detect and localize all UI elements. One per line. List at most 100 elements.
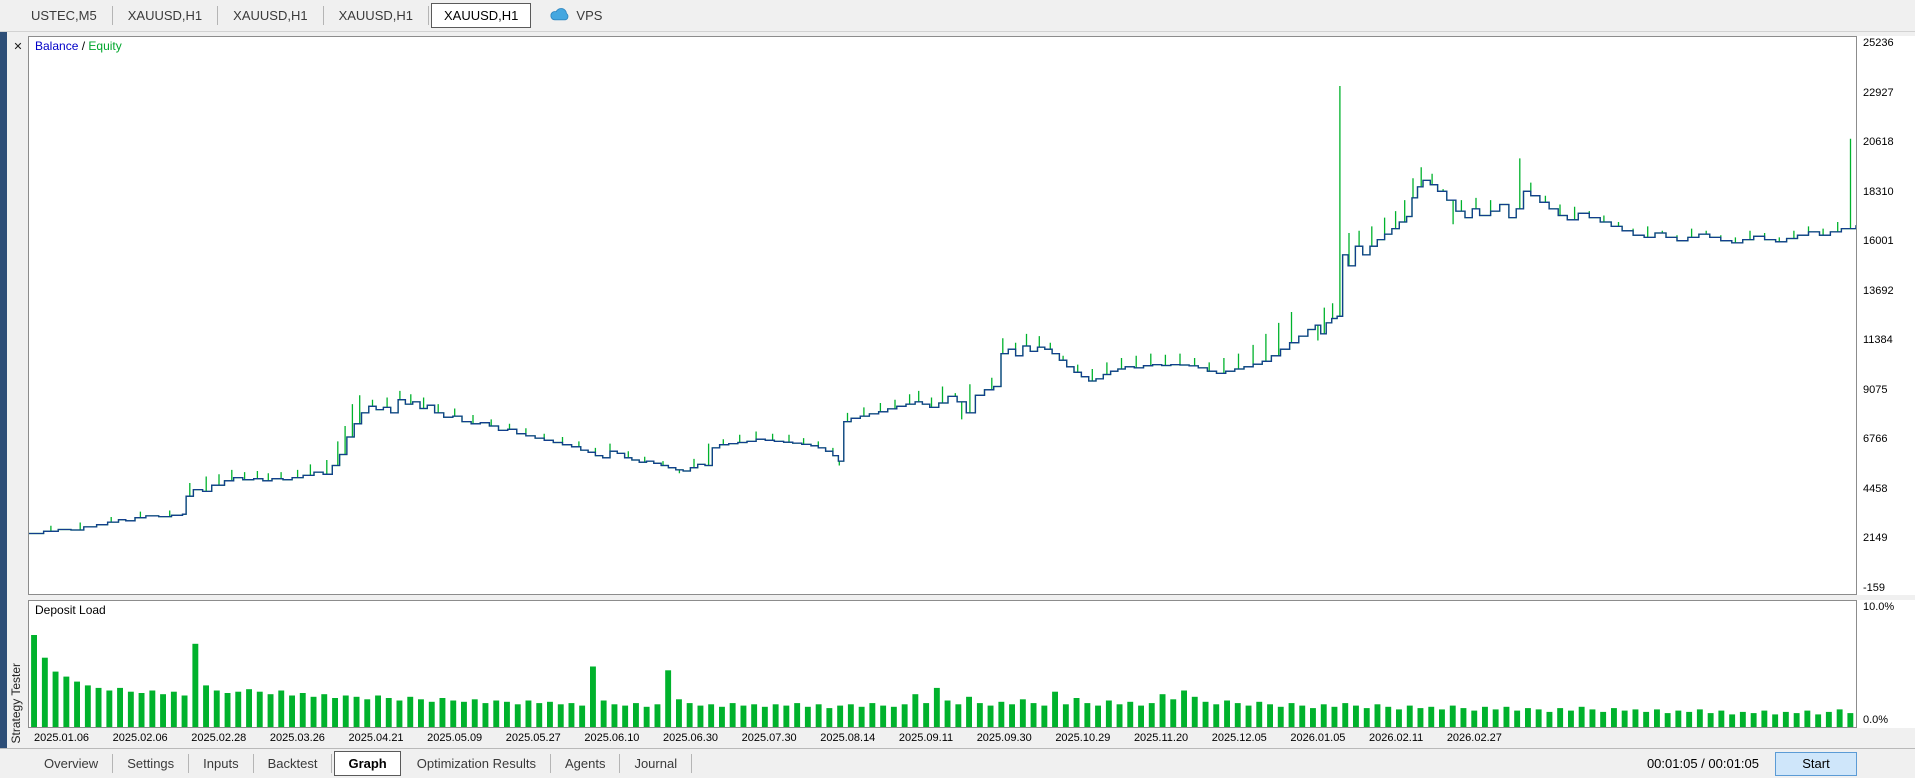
deposit-load-bar (600, 700, 607, 727)
deposit-load-bar (160, 694, 166, 727)
deposit-load-bar (1062, 704, 1069, 727)
deposit-load-bar (1073, 698, 1080, 727)
x-axis-label: 2025.06.10 (584, 732, 640, 744)
x-axis-label: 2025.07.30 (741, 732, 797, 744)
deposit-load-bar (847, 704, 854, 727)
y-axis-column: 25236 22927 20618 18310 16001 13692 11384 9075 6… (1857, 32, 1915, 748)
strategy-tester-panel: ✕ Strategy Tester Balance / Equity Depos… (0, 32, 1915, 748)
deposit-load-bar (547, 701, 553, 727)
deposit-load-bar (751, 704, 758, 727)
deposit-load-bar (1363, 708, 1370, 727)
deposit-load-bar (1686, 711, 1693, 727)
tester-tab-bar: Overview Settings Inputs Backtest Graph Optim… (0, 748, 1915, 778)
deposit-load-bar (1019, 699, 1026, 727)
tester-tab-graph[interactable]: Graph (334, 751, 401, 776)
deposit-load-bar (1654, 709, 1660, 727)
deposit-load-bar (224, 693, 231, 727)
deposit-load-bar (41, 657, 48, 727)
deposit-load-bar (1181, 690, 1187, 727)
tester-graph-area: Balance / Equity Deposit Load 2025.01.06… (28, 32, 1857, 748)
deposit-load-bar (869, 703, 876, 727)
deposit-load-bar (63, 676, 70, 727)
deposit-load-bar (794, 703, 801, 727)
deposit-load-bar (1643, 711, 1650, 727)
deposit-load-bar (256, 691, 263, 727)
deposit-load-bar (1342, 703, 1349, 727)
deposit-load-bar (461, 701, 467, 727)
deposit-load-bar (52, 671, 59, 727)
deposit-load-bar (74, 681, 80, 727)
chart-tab-xauusd-h1-3[interactable]: XAUUSD,H1 (324, 6, 429, 25)
chart-legend: Balance / Equity (35, 39, 122, 53)
axis-splitter-gap (1857, 595, 1915, 600)
deposit-load-bar (1267, 704, 1273, 727)
pane-splitter[interactable] (28, 595, 1857, 600)
deposit-load-bar (1804, 710, 1811, 727)
tester-tab-journal[interactable]: Journal (620, 754, 693, 773)
deposit-load-bar (450, 700, 457, 727)
deposit-load-bar (1159, 694, 1166, 727)
deposit-load-bar (1170, 699, 1177, 727)
deposit-load-bar (815, 704, 822, 727)
chart-tab-xauusd-h1-4[interactable]: XAUUSD,H1 (431, 3, 532, 28)
deposit-load-bar (1127, 701, 1134, 727)
deposit-load-bar (332, 698, 338, 727)
deposit-load-bar (1417, 708, 1424, 727)
deposit-load-bar (1331, 706, 1338, 727)
x-axis-label: 2025.04.21 (348, 732, 404, 744)
x-axis-label: 2025.05.27 (505, 732, 561, 744)
deposit-load-bar (761, 706, 768, 727)
deposit-load-bar (235, 691, 242, 727)
elapsed-time: 00:01:05 / 00:01:05 (1646, 756, 1759, 771)
deposit-load-bar (1245, 705, 1252, 727)
axis-top-gap (1857, 32, 1915, 36)
deposit-load-bar (633, 703, 639, 727)
deposit-load-bar (912, 694, 919, 727)
deposit-load-bar (804, 706, 811, 727)
tester-tab-backtest[interactable]: Backtest (254, 754, 333, 773)
deposit-load-bar (1310, 708, 1316, 727)
deposit-load-bar (1739, 711, 1746, 727)
deposit-load-bar (1772, 714, 1779, 727)
x-axis-label: 2026.02.11 (1369, 732, 1424, 744)
deposit-load-bar (1750, 713, 1757, 727)
deposit-load-bar (127, 691, 134, 727)
x-axis-label: 2025.09.11 (898, 732, 954, 744)
deposit-load-bar (375, 695, 381, 727)
tester-tab-inputs[interactable]: Inputs (189, 754, 254, 773)
tester-tab-agents[interactable]: Agents (551, 754, 621, 773)
tester-tab-overview[interactable]: Overview (30, 754, 114, 773)
x-axis-label: 2025.03.26 (269, 732, 325, 744)
deposit-load-bar (1148, 703, 1155, 727)
vps-tab[interactable]: VPS (533, 5, 618, 26)
deposit-load-bar (708, 704, 715, 727)
start-button[interactable]: Start (1775, 751, 1857, 776)
legend-separator: / (78, 39, 89, 53)
deposit-load-bar (482, 703, 489, 727)
chart-tab-xauusd-h1-2[interactable]: XAUUSD,H1 (218, 6, 324, 25)
deposit-load-bar (1256, 701, 1263, 727)
deposit-load-bar (1557, 708, 1564, 727)
deposit-load-bar (1084, 703, 1091, 727)
deposit-axis-labels: 10.0% 0.0% (1857, 600, 1915, 728)
deposit-load-bar (1664, 713, 1671, 727)
close-tester-button[interactable]: ✕ (13, 41, 23, 53)
deposit-load-bar (1793, 713, 1800, 727)
deposit-load-bar (439, 698, 446, 727)
tester-tab-settings[interactable]: Settings (113, 754, 190, 773)
deposit-load-bar (203, 685, 209, 727)
chart-tab-xauusd-h1-1[interactable]: XAUUSD,H1 (113, 6, 219, 25)
deposit-load-bar (686, 703, 693, 727)
deposit-load-bar (557, 704, 564, 727)
y-axis-label: 11384 (1863, 334, 1893, 347)
deposit-load-bar (1288, 703, 1295, 727)
tester-tab-optimization-results[interactable]: Optimization Results (403, 754, 551, 773)
chart-tab-ustec-m5-0[interactable]: USTEC,M5 (16, 6, 113, 25)
deposit-load-bar (1503, 706, 1510, 727)
deposit-load-bar (880, 705, 887, 727)
deposit-load-bar (31, 635, 37, 727)
x-axis-label: 2025.06.30 (663, 732, 719, 744)
deposit-load-bar (1191, 696, 1198, 727)
deposit-load-bar (611, 704, 618, 727)
